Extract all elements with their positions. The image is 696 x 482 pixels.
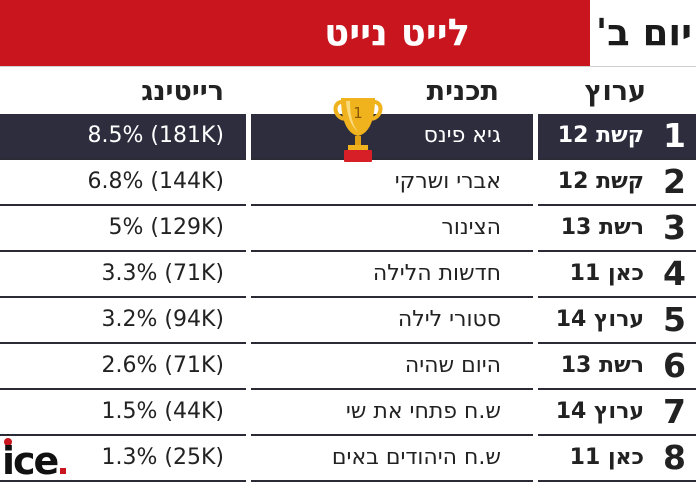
row-divider	[251, 434, 533, 436]
channel-cell: קשת 12 2	[538, 160, 696, 204]
row-divider	[538, 342, 696, 344]
program-cell: סטורי לילה	[251, 298, 533, 342]
program-name: ש.ח היהודים באים	[331, 445, 501, 470]
row-divider	[251, 296, 533, 298]
program-cell: ש.ח היהודים באים	[251, 436, 533, 480]
channel-name: קשת 12	[557, 123, 644, 148]
rating-value: (44K) 1.5%	[101, 399, 225, 424]
program-cell: ש.ח פתחי את שי	[251, 390, 533, 434]
channel-cell: ערוץ 14 5	[538, 298, 696, 342]
row-divider	[538, 204, 696, 206]
rating-cell: (25K) 1.3%	[0, 436, 246, 480]
program-name: הצינור	[441, 215, 501, 240]
channel-name: רשת 13	[560, 215, 644, 240]
channel-cell: ערוץ 14 7	[538, 390, 696, 434]
program-cell: אברי ושרקי	[251, 160, 533, 204]
ice-logo: ice	[2, 438, 66, 478]
rating-cell: (44K) 1.5%	[0, 390, 246, 434]
channel-name: ערוץ 14	[555, 399, 644, 424]
header: לייט נייט יום ב'	[0, 0, 696, 67]
channel-cell: כאן 11 4	[538, 252, 696, 296]
column-header-program: תכנית	[426, 76, 499, 107]
program-name: ש.ח פתחי את שי	[345, 399, 501, 424]
row-divider	[0, 250, 246, 252]
row-divider	[251, 250, 533, 252]
header-divider	[0, 66, 696, 67]
rating-value: (71K) 2.6%	[101, 353, 225, 378]
program-cell: גיא פינס	[251, 114, 533, 158]
program-cell: הצינור	[251, 206, 533, 250]
rank-number: 2	[663, 162, 686, 201]
header-day-box: יום ב'	[590, 0, 696, 66]
rating-value: (144K) 6.8%	[87, 169, 225, 194]
rating-cell: (144K) 6.8%	[0, 160, 246, 204]
rank-number: 8	[663, 438, 686, 477]
rating-value: (129K) 5%	[108, 215, 225, 240]
table-row: (94K) 3.2% סטורי לילה ערוץ 14 5	[0, 298, 696, 344]
channel-cell: קשת 12 1	[538, 114, 696, 158]
table-row: (181K) 8.5% גיא פינס קשת 12 1	[0, 114, 696, 160]
trophy-number: 1	[353, 104, 363, 122]
row-divider	[538, 296, 696, 298]
table-row: (44K) 1.5% ש.ח פתחי את שי ערוץ 14 7	[0, 390, 696, 436]
rating-cell: (71K) 3.3%	[0, 252, 246, 296]
row-divider	[538, 250, 696, 252]
channel-cell: כאן 11 8	[538, 436, 696, 480]
rating-value: (181K) 8.5%	[87, 123, 225, 148]
channel-name: ערוץ 14	[555, 307, 644, 332]
column-header-channel: ערוץ	[584, 76, 646, 107]
row-divider	[0, 342, 246, 344]
program-name: גיא פינס	[423, 123, 501, 148]
trophy-icon: 1	[333, 98, 383, 162]
program-name: חדשות הלילה	[372, 261, 501, 286]
table-row: (25K) 1.3% ש.ח היהודים באים כאן 11 8	[0, 436, 696, 482]
rating-cell: (129K) 5%	[0, 206, 246, 250]
header-title-bar: לייט נייט	[0, 0, 590, 66]
table-row: (71K) 2.6% היום שהיה רשת 13 6	[0, 344, 696, 390]
row-divider	[251, 204, 533, 206]
rating-value: (94K) 3.2%	[101, 307, 225, 332]
row-divider	[0, 158, 246, 160]
column-header-rating: רייטינג	[141, 76, 224, 107]
rating-value: (71K) 3.3%	[101, 261, 225, 286]
row-divider	[538, 388, 696, 390]
program-cell: היום שהיה	[251, 344, 533, 388]
row-divider	[0, 296, 246, 298]
row-divider	[538, 434, 696, 436]
rank-number: 5	[663, 300, 686, 339]
table-row: (129K) 5% הצינור רשת 13 3	[0, 206, 696, 252]
row-divider	[0, 434, 246, 436]
rank-number: 1	[663, 116, 686, 155]
channel-name: קשת 12	[557, 169, 644, 194]
channel-cell: רשת 13 6	[538, 344, 696, 388]
header-title: לייט נייט	[324, 11, 470, 54]
rating-cell: (181K) 8.5%	[0, 114, 246, 158]
rating-cell: (71K) 2.6%	[0, 344, 246, 388]
table-row: (71K) 3.3% חדשות הלילה כאן 11 4	[0, 252, 696, 298]
header-day: יום ב'	[595, 11, 692, 54]
logo-text: ice	[2, 439, 58, 478]
row-divider	[0, 388, 246, 390]
rating-cell: (94K) 3.2%	[0, 298, 246, 342]
table-row: (144K) 6.8% אברי ושרקי קשת 12 2	[0, 160, 696, 206]
channel-name: רשת 13	[560, 353, 644, 378]
row-divider	[251, 388, 533, 390]
rank-number: 6	[663, 346, 686, 385]
program-name: סטורי לילה	[397, 307, 501, 332]
channel-name: כאן 11	[569, 445, 644, 470]
rank-number: 4	[663, 254, 686, 293]
row-divider	[0, 204, 246, 206]
rank-number: 3	[663, 208, 686, 247]
row-divider	[251, 158, 533, 160]
row-divider	[538, 158, 696, 160]
channel-name: כאן 11	[569, 261, 644, 286]
program-cell: חדשות הלילה	[251, 252, 533, 296]
program-name: אברי ושרקי	[394, 169, 501, 194]
program-name: היום שהיה	[404, 353, 501, 378]
rating-value: (25K) 1.3%	[101, 445, 225, 470]
row-divider	[251, 342, 533, 344]
rank-number: 7	[663, 392, 686, 431]
channel-cell: רשת 13 3	[538, 206, 696, 250]
